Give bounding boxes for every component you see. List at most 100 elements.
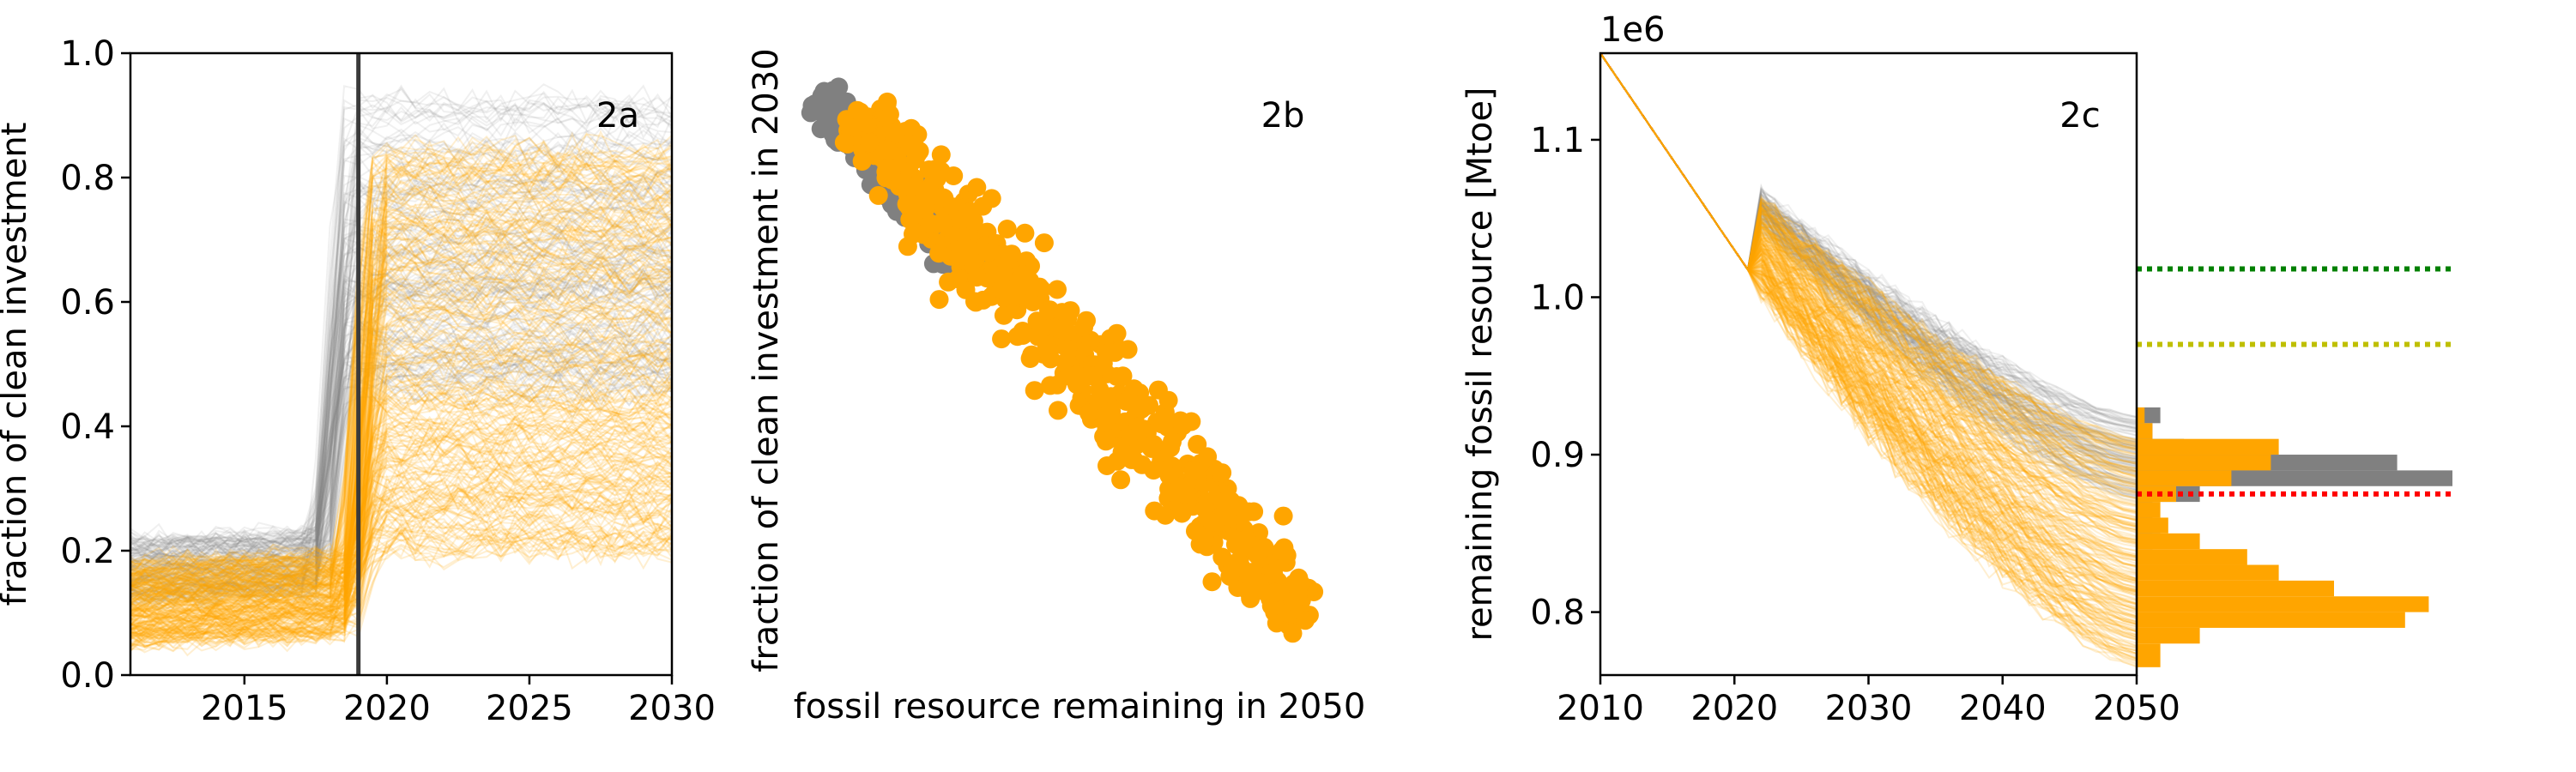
panel-2c-series-line	[1599, 52, 2138, 612]
panel-2c-series-line	[1599, 52, 2138, 481]
panel-2a-series-line	[130, 87, 673, 584]
panel-2b-points	[801, 77, 1324, 643]
panel-2b-point	[1132, 455, 1152, 474]
panel-2c-series-line	[1599, 52, 2138, 499]
panel-2c-series-line	[1599, 52, 2138, 544]
panel-2a-series-line	[130, 339, 673, 571]
panel-2a-series-line	[130, 148, 673, 606]
panel-2a-series-line	[130, 359, 673, 640]
panel-2c-series-line	[1599, 52, 2138, 477]
panel-2c-series-line	[1599, 52, 2138, 623]
panel-2a-series-line	[130, 132, 673, 546]
panel-2b-point	[1186, 522, 1205, 541]
panel-2c-series-line	[1599, 52, 2138, 558]
panel-2c-series-line	[1599, 52, 2138, 525]
panel-2c-series-line	[1599, 52, 2138, 521]
panel-2c-series-line	[1599, 52, 2138, 486]
panel-2a-series-line	[130, 176, 673, 594]
panel-2c-series-line	[1599, 52, 2138, 528]
panel-2a-series-line	[130, 470, 673, 619]
panel-2b-point	[1140, 436, 1159, 455]
panel-2a-y-tick-label: 0.8	[60, 159, 115, 198]
panel-2a-series-line	[130, 322, 673, 636]
panel-2a-series-line	[130, 411, 673, 642]
panel-2a-series-line	[130, 332, 673, 579]
panel-2a-series-line	[130, 476, 673, 640]
panel-2c-series-line	[1599, 52, 2138, 638]
panel-2c-series-line	[1599, 52, 2138, 485]
panel-2c-series-line	[1599, 52, 2138, 451]
panel-2a-series-line	[130, 430, 673, 605]
panel-2b-point	[1243, 564, 1262, 582]
panel-2a-series-line	[130, 336, 673, 636]
panel-2c-series-line	[1599, 52, 2138, 571]
panel-2a-series-line	[130, 477, 673, 591]
panel-2a-series-line	[130, 249, 673, 648]
panel-2a-series-line	[130, 383, 673, 648]
panel-2a-series-line	[130, 509, 673, 612]
panel-2a-series-line	[130, 131, 673, 602]
panel-2a-series-line	[130, 416, 673, 617]
panel-2c-series-line	[1599, 52, 2138, 461]
panel-2c-series-line	[1599, 52, 2138, 486]
panel-2c-series-line	[1599, 52, 2138, 492]
panel-2c-series-line	[1599, 52, 2138, 452]
panel-2a-series-line	[130, 185, 673, 584]
panel-2a-series-line	[130, 299, 673, 642]
panel-2a-series-line	[130, 203, 673, 614]
panel-2a-series-line	[130, 451, 673, 610]
panel-2a-series-line	[130, 244, 673, 605]
panel-2a-series-line	[130, 278, 673, 573]
panel-2a-series-line	[130, 226, 673, 601]
panel-2c-series-line	[1599, 52, 2138, 455]
panel-2c: 2010 2020 2030 2040 2050 0.8 0.9 1.0 1.1 1e6 re…	[1460, 10, 2454, 728]
panel-2a-series-line	[130, 274, 673, 587]
panel-2a-frame	[129, 51, 674, 677]
panel-2a-series-line	[130, 202, 673, 575]
panel-2a-series-line	[130, 185, 673, 583]
panel-2c-series-line	[1599, 52, 2138, 454]
panel-2c-series-line	[1599, 52, 2138, 482]
panel-2b-point	[1132, 399, 1152, 419]
panel-2a-lines	[130, 83, 673, 657]
panel-2c-series-line	[1599, 52, 2138, 638]
panel-2a-series-line	[130, 166, 673, 614]
panel-2a-series-line	[130, 358, 673, 603]
panel-2c-histogram-bar	[2137, 596, 2429, 612]
panel-2c-series-line	[1599, 52, 2138, 555]
panel-2a-series-line	[130, 280, 673, 644]
panel-2a-series-line	[130, 486, 673, 638]
panel-2a-series-line	[130, 446, 673, 609]
panel-2a-series-line	[130, 328, 673, 604]
panel-2a-series-line	[130, 270, 673, 582]
panel-2c-series-line	[1599, 52, 2138, 588]
panel-2c-series-line	[1599, 52, 2138, 558]
panel-2c-series-line	[1599, 52, 2138, 519]
panel-2c-series-line	[1599, 52, 2138, 609]
panel-2a-series-line	[130, 448, 673, 631]
panel-2a-series-line	[130, 224, 673, 595]
panel-2c-series-line	[1599, 52, 2138, 601]
panel-2a-series-line	[130, 479, 673, 599]
panel-2c-x-tick-label: 2010	[1557, 689, 1644, 728]
panel-2a-series-line	[130, 517, 673, 648]
panel-2a-series-line	[130, 319, 673, 570]
panel-2c-series-line	[1599, 52, 2138, 448]
panel-2a-series-line	[130, 262, 673, 615]
panel-2c-series-line	[1599, 52, 2138, 447]
panel-2a-series-line	[130, 293, 673, 575]
panel-2a-series-line	[130, 296, 673, 638]
panel-2a-series-line	[130, 511, 673, 639]
panel-2a-series-line	[130, 268, 673, 567]
panel-2c-series-line	[1599, 52, 2138, 451]
panel-2a-series-line	[130, 442, 673, 590]
panel-2a-series-line	[130, 293, 673, 648]
panel-2a-series-line	[130, 188, 673, 642]
panel-2a-series-line	[130, 197, 673, 564]
panel-2c-series-line	[1599, 52, 2138, 514]
panel-2c-x-ticks: 2010 2020 2030 2040 2050	[1557, 675, 2180, 728]
panel-2a-series-line	[130, 169, 673, 557]
panel-2b-point	[1001, 280, 1020, 299]
panel-2c-series-line	[1599, 52, 2138, 424]
panel-2a-series-line	[130, 223, 673, 550]
